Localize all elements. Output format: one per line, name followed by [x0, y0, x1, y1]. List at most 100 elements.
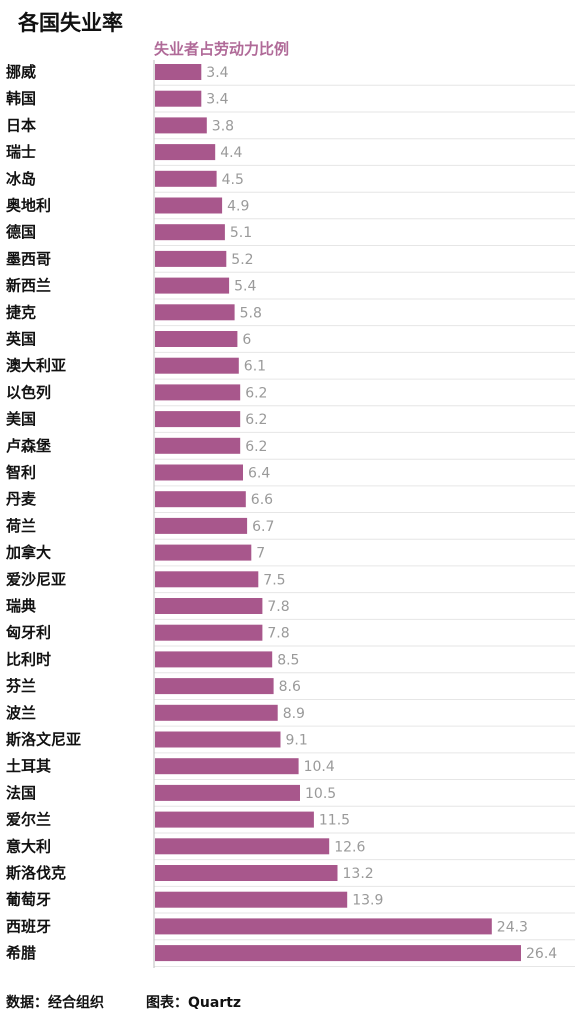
bar [155, 464, 243, 481]
value-label: 4.4 [220, 145, 242, 161]
value-label: 6.6 [251, 492, 273, 508]
category-label: 瑞典 [6, 597, 36, 615]
bar [155, 758, 299, 775]
bar [155, 304, 235, 321]
category-label: 以色列 [6, 383, 51, 401]
value-label: 7 [256, 546, 265, 562]
category-label: 爱尔兰 [6, 811, 51, 829]
bar [155, 437, 241, 454]
bar [155, 678, 274, 695]
value-label: 8.6 [279, 679, 301, 695]
bar [155, 865, 338, 881]
category-label: 奥地利 [6, 197, 51, 215]
value-label: 6 [242, 332, 251, 348]
value-label: 13.2 [343, 866, 374, 882]
bar [155, 197, 223, 214]
category-label: 匈牙利 [6, 624, 51, 642]
category-label: 墨西哥 [6, 250, 51, 268]
bar [155, 704, 278, 721]
bars-group: 挪威 3.4 韩国 3.4 日本 3.8 瑞士 4.4 冰岛 4.5 奥地利 4.9 德国 5.1 墨西哥 5… [5, 63, 557, 962]
bar [155, 384, 241, 401]
value-label: 13.9 [352, 893, 383, 909]
bar [155, 544, 252, 561]
category-label: 加拿大 [5, 544, 51, 562]
value-label: 5.1 [230, 225, 252, 241]
category-label: 英国 [6, 330, 36, 348]
category-label: 智利 [6, 464, 36, 482]
bar [155, 144, 216, 161]
category-label: 捷克 [6, 303, 36, 321]
category-label: 德国 [6, 223, 36, 241]
category-label: 比利时 [6, 650, 51, 668]
category-label: 冰岛 [6, 170, 36, 188]
value-label: 5.2 [231, 252, 253, 268]
category-label: 斯洛伐克 [6, 864, 66, 882]
value-label: 7.8 [267, 626, 289, 642]
value-label: 8.5 [277, 652, 299, 668]
value-label: 26.4 [526, 946, 557, 962]
category-label: 丹麦 [6, 490, 37, 508]
gridlines [154, 84, 575, 967]
value-label: 10.5 [305, 786, 336, 802]
category-label: 芬兰 [6, 677, 36, 695]
bar [155, 224, 225, 241]
bar [155, 331, 238, 347]
chart-title: 各国失业率 [17, 11, 123, 35]
bar [155, 838, 330, 855]
value-label: 7.8 [267, 599, 289, 615]
category-label: 希腊 [6, 944, 36, 962]
value-label: 7.5 [263, 572, 285, 588]
bar [155, 918, 492, 935]
value-label: 5.8 [240, 305, 262, 321]
value-label: 4.9 [227, 199, 249, 215]
category-label: 荷兰 [6, 517, 36, 535]
category-label: 土耳其 [6, 757, 51, 775]
category-label: 美国 [6, 410, 36, 428]
category-label: 爱沙尼亚 [6, 570, 66, 588]
category-label: 法国 [6, 784, 36, 802]
bar [155, 811, 314, 828]
bar [155, 598, 263, 614]
chart-subtitle: 失业者占劳动力比例 [154, 40, 289, 58]
value-label: 6.2 [245, 385, 267, 401]
bar [155, 731, 281, 748]
category-label: 意大利 [6, 837, 51, 855]
value-label: 3.4 [206, 65, 228, 81]
bar [155, 651, 273, 668]
value-label: 6.2 [245, 412, 267, 428]
category-label: 澳大利亚 [6, 357, 66, 375]
category-label: 斯洛文尼亚 [6, 731, 81, 749]
bar [155, 277, 230, 294]
bar [155, 411, 241, 428]
value-label: 8.9 [283, 706, 305, 722]
value-label: 3.8 [212, 118, 234, 134]
chart-credit-note: 图表：Quartz [146, 994, 241, 1011]
category-label: 日本 [6, 116, 36, 134]
category-label: 瑞士 [6, 143, 36, 161]
bar [155, 891, 348, 908]
bar [155, 90, 202, 107]
bar [155, 945, 521, 962]
value-label: 6.1 [244, 359, 266, 375]
category-label: 卢森堡 [6, 437, 51, 455]
category-label: 韩国 [6, 90, 36, 108]
category-label: 西班牙 [6, 917, 51, 935]
value-label: 4.5 [222, 172, 244, 188]
bar [155, 64, 202, 80]
bar [155, 784, 300, 801]
value-label: 9.1 [286, 733, 308, 749]
category-label: 新西兰 [6, 277, 51, 295]
value-label: 24.3 [497, 919, 528, 935]
bar [155, 117, 207, 134]
value-label: 5.4 [234, 279, 256, 295]
value-label: 12.6 [334, 839, 365, 855]
bar [155, 250, 227, 267]
category-label: 挪威 [6, 63, 36, 81]
value-label: 3.4 [206, 92, 228, 108]
bar [155, 170, 217, 187]
bar [155, 357, 239, 374]
bar [155, 571, 259, 588]
value-label: 6.2 [245, 439, 267, 455]
bar [155, 491, 246, 508]
data-source-note: 数据：经合组织 [6, 994, 104, 1011]
